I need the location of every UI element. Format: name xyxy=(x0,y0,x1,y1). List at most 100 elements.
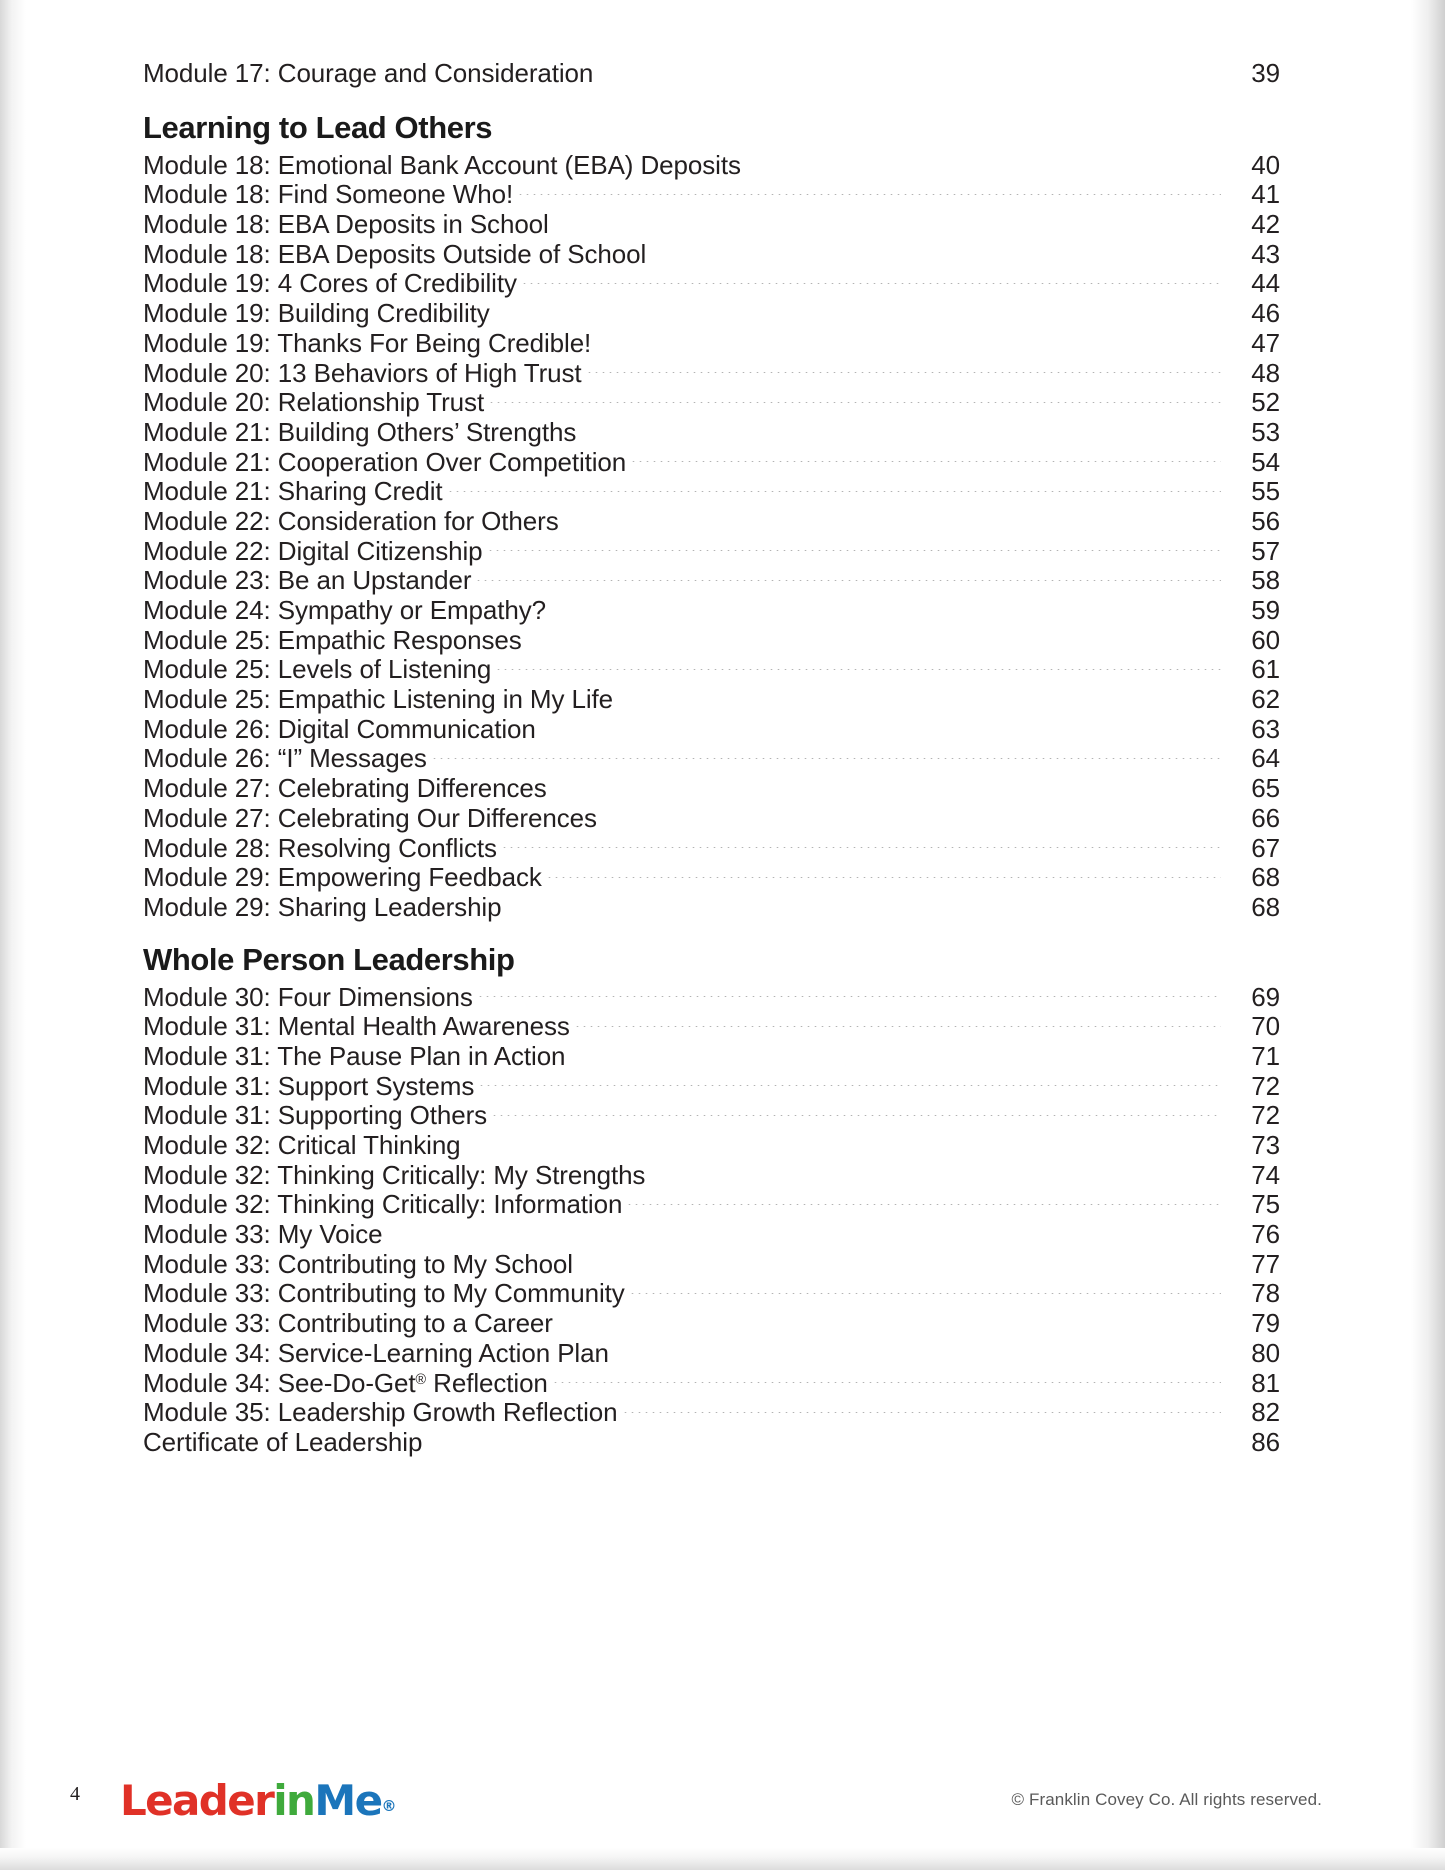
toc-entry[interactable]: Module 27: Celebrating Our Differences 66 xyxy=(143,803,1280,833)
toc-entry[interactable]: Module 21: Sharing Credit 55 xyxy=(143,476,1280,506)
page-edge-shadow-right xyxy=(1411,0,1445,1870)
toc-entry[interactable]: Module 17: Courage and Consideration 39 xyxy=(143,58,1280,88)
logo-word-leader: Leader xyxy=(120,1776,275,1825)
toc-entry-title: Module 19: 4 Cores of Credibility xyxy=(143,268,517,299)
toc-leader-dots xyxy=(626,1204,1221,1205)
toc-entry-title: Module 26: “I” Messages xyxy=(143,743,427,774)
toc-entry[interactable]: Module 21: Building Others’ Strengths 53 xyxy=(143,417,1280,447)
toc-entry[interactable]: Module 33: Contributing to My School 77 xyxy=(143,1249,1280,1279)
toc-entry[interactable]: Module 31: Mental Health Awareness 70 xyxy=(143,1011,1280,1041)
toc-entry-title: Module 21: Building Others’ Strengths xyxy=(143,416,577,447)
toc-entry-title: Module 28: Resolving Conflicts xyxy=(143,832,497,863)
toc-entry-page-number: 74 xyxy=(1251,1159,1280,1190)
toc-entry[interactable]: Module 29: Sharing Leadership 68 xyxy=(143,892,1280,922)
toc-leader-dots xyxy=(550,609,1221,611)
toc-entry-title: Module 23: Be an Upstander xyxy=(143,565,472,596)
toc-entry-title: Module 20: Relationship Trust xyxy=(143,387,485,418)
toc-entry[interactable]: Module 19: 4 Cores of Credibility 44 xyxy=(143,268,1280,298)
toc-entry-page-number: 58 xyxy=(1251,565,1280,596)
toc-entry[interactable]: Module 27: Celebrating Differences 65 xyxy=(143,773,1280,803)
toc-entry-title: Module 18: EBA Deposits Outside of Schoo… xyxy=(143,238,647,269)
toc-entry[interactable]: Module 18: Emotional Bank Account (EBA) … xyxy=(143,150,1280,180)
toc-entry[interactable]: Module 33: My Voice 76 xyxy=(143,1219,1280,1249)
toc-entry[interactable]: Module 34: See-Do-Get® Reflection 81 xyxy=(143,1368,1280,1398)
toc-entry[interactable]: Module 18: EBA Deposits in School 42 xyxy=(143,209,1280,239)
toc-entry[interactable]: Module 25: Empathic Listening in My Life… xyxy=(143,684,1280,714)
toc-entry-page-number: 64 xyxy=(1251,743,1280,774)
toc-entry[interactable]: Module 18: EBA Deposits Outside of Schoo… xyxy=(143,239,1280,269)
toc-entry-page-number: 68 xyxy=(1251,891,1280,922)
toc-entry[interactable]: Certificate of Leadership 86 xyxy=(143,1427,1280,1457)
toc-entry-title: Module 34: See-Do-Get® Reflection xyxy=(143,1367,548,1398)
toc-leader-dots xyxy=(426,1441,1221,1443)
toc-entry-title: Module 29: Sharing Leadership xyxy=(143,891,502,922)
toc-entry[interactable]: Module 35: Leadership Growth Reflection 8… xyxy=(143,1397,1280,1427)
toc-entry[interactable]: Module 26: Digital Communication 63 xyxy=(143,714,1280,744)
toc-entry[interactable]: Module 22: Digital Citizenship 57 xyxy=(143,536,1280,566)
toc-entry[interactable]: Module 23: Be an Upstander 58 xyxy=(143,565,1280,595)
toc-leader-dots xyxy=(621,1412,1222,1413)
toc-leader-dots xyxy=(464,1144,1221,1146)
toc-entry[interactable]: Module 19: Thanks For Being Credible! 47 xyxy=(143,328,1280,358)
toc-entry-page-number: 67 xyxy=(1251,832,1280,863)
page-footer: 4 LeaderinMe® © Franklin Covey Co. All r… xyxy=(0,1730,1445,1870)
toc-leader-dots xyxy=(573,1026,1221,1027)
toc-entry[interactable]: Module 31: The Pause Plan in Action 71 xyxy=(143,1041,1280,1071)
toc-entry-page-number: 39 xyxy=(1251,58,1280,88)
toc-entry-title: Module 34: Service-Learning Action Plan xyxy=(143,1337,609,1368)
toc-entry[interactable]: Module 32: Critical Thinking 73 xyxy=(143,1130,1280,1160)
toc-leader-dots xyxy=(495,669,1221,670)
page-number: 4 xyxy=(70,1783,80,1805)
toc-entry[interactable]: Module 20: Relationship Trust 52 xyxy=(143,387,1280,417)
toc-leader-dots xyxy=(576,1263,1221,1265)
toc-leader-dots xyxy=(488,402,1221,403)
toc-leader-dots xyxy=(505,906,1221,908)
toc-entry-title: Module 35: Leadership Growth Reflection xyxy=(143,1397,618,1428)
toc-entry[interactable]: Module 32: Thinking Critically: Informat… xyxy=(143,1189,1280,1219)
toc-entry[interactable]: Module 25: Levels of Listening 61 xyxy=(143,654,1280,684)
toc-entry-title: Module 33: Contributing to a Career xyxy=(143,1308,553,1339)
toc-entry-page-number: 82 xyxy=(1251,1397,1280,1428)
toc-entry[interactable]: Module 20: 13 Behaviors of High Trust 48 xyxy=(143,358,1280,388)
toc-leader-dots xyxy=(556,1322,1221,1324)
toc-entry[interactable]: Module 19: Building Credibility 46 xyxy=(143,298,1280,328)
toc-entry-page-number: 53 xyxy=(1251,416,1280,447)
toc-entry[interactable]: Module 33: Contributing to a Career 79 xyxy=(143,1308,1280,1338)
toc-entry-page-number: 52 xyxy=(1251,387,1280,418)
toc-entry[interactable]: Module 33: Contributing to My Community 7… xyxy=(143,1278,1280,1308)
toc-entry-title: Module 21: Sharing Credit xyxy=(143,476,443,507)
toc-entry-page-number: 47 xyxy=(1251,327,1280,358)
toc-entry-title: Module 33: Contributing to My School xyxy=(143,1248,573,1279)
toc-entry-page-number: 59 xyxy=(1251,595,1280,625)
toc-leader-dots xyxy=(600,817,1221,819)
logo-word-in: in xyxy=(273,1776,316,1825)
toc-entry[interactable]: Module 21: Cooperation Over Competition 5… xyxy=(143,447,1280,477)
toc-entry-page-number: 44 xyxy=(1251,268,1280,299)
toc-entry[interactable]: Module 31: Supporting Others 72 xyxy=(143,1100,1280,1130)
toc-leader-dots xyxy=(569,1055,1221,1057)
toc-entry[interactable]: Module 25: Empathic Responses 60 xyxy=(143,625,1280,655)
toc-entry-title: Module 21: Cooperation Over Competition xyxy=(143,446,627,477)
toc-entry[interactable]: Module 24: Sympathy or Empathy? 59 xyxy=(143,595,1280,625)
toc-entry[interactable]: Module 32: Thinking Critically: My Stren… xyxy=(143,1160,1280,1190)
toc-entry[interactable]: Module 26: “I” Messages 64 xyxy=(143,743,1280,773)
toc-entry[interactable]: Module 29: Empowering Feedback 68 xyxy=(143,862,1280,892)
toc-entry-page-number: 63 xyxy=(1251,713,1280,744)
toc-leader-dots xyxy=(562,520,1221,522)
toc-leader-dots xyxy=(595,342,1221,344)
toc-entry[interactable]: Module 34: Service-Learning Action Plan 8… xyxy=(143,1338,1280,1368)
toc-entry[interactable]: Module 30: Four Dimensions 69 xyxy=(143,982,1280,1012)
toc-entry[interactable]: Module 31: Support Systems 72 xyxy=(143,1071,1280,1101)
toc-leader-dots xyxy=(612,1352,1221,1354)
toc-entry-title: Module 18: Emotional Bank Account (EBA) … xyxy=(143,149,741,180)
toc-entry[interactable]: Module 22: Consideration for Others 56 xyxy=(143,506,1280,536)
toc-leader-dots xyxy=(476,996,1221,997)
toc-entry[interactable]: Module 28: Resolving Conflicts 67 xyxy=(143,833,1280,863)
toc-entry-page-number: 78 xyxy=(1251,1278,1280,1309)
toc-leader-dots xyxy=(525,639,1221,641)
toc-entry-title: Module 31: Mental Health Awareness xyxy=(143,1011,570,1042)
toc-entry-page-number: 77 xyxy=(1251,1248,1280,1279)
toc-entry[interactable]: Module 18: Find Someone Who! 41 xyxy=(143,179,1280,209)
toc-entry-page-number: 76 xyxy=(1251,1219,1280,1250)
